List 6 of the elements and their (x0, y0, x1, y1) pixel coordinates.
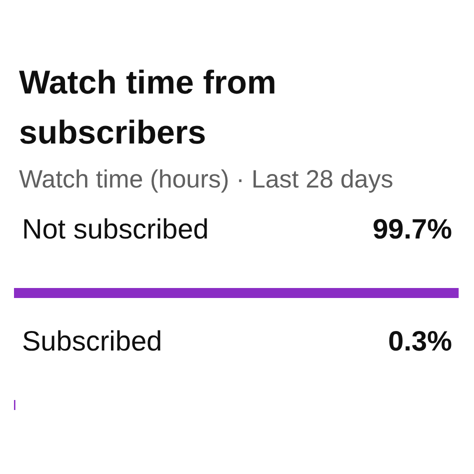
chart-title: Watch time from subscribers (19, 64, 286, 150)
y-tick-label: Not subscribed (22, 214, 209, 244)
data-label: 0.3% (388, 326, 452, 356)
y-tick-label: Subscribed (22, 326, 162, 356)
chart-subtitle: Watch time (hours) · Last 28 days (19, 166, 394, 194)
data-label: 99.7% (372, 214, 452, 244)
